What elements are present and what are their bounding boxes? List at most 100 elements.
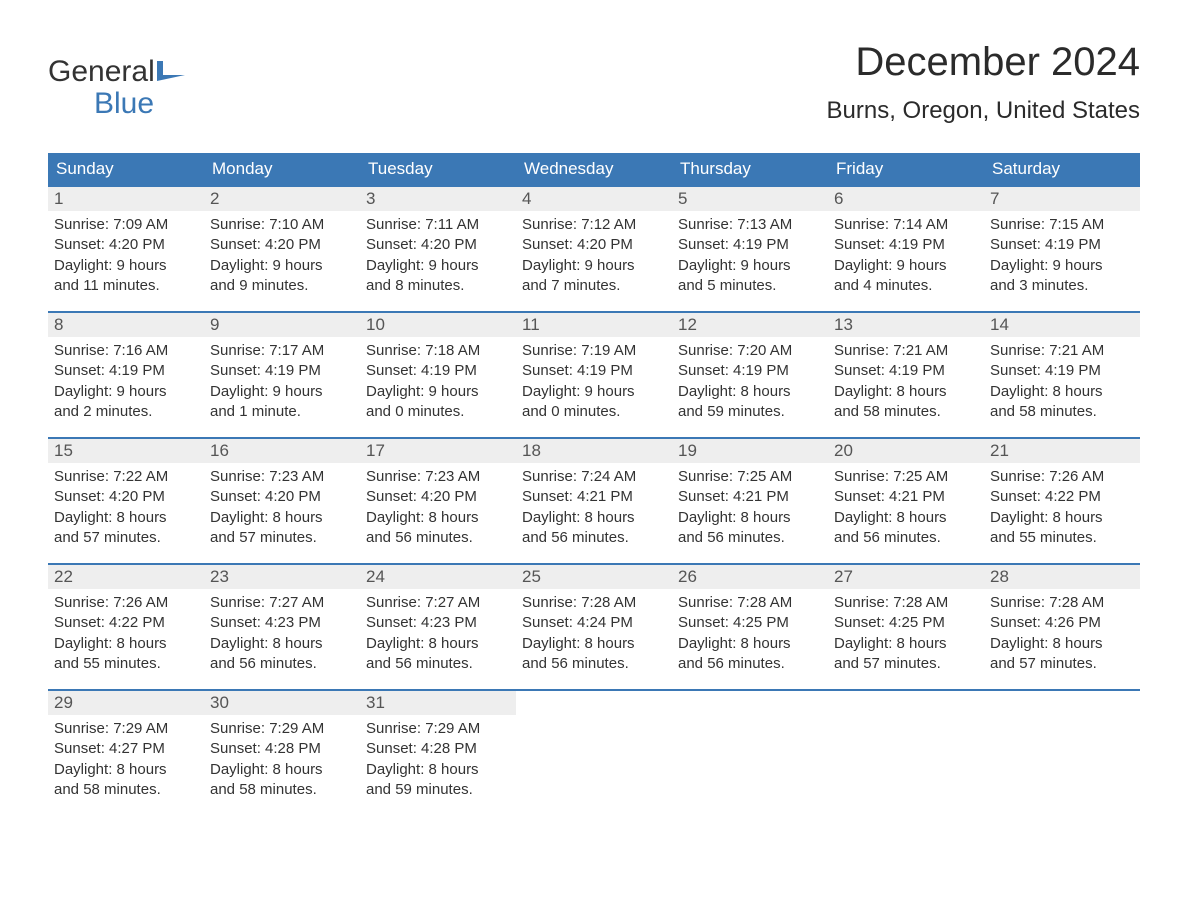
day-number: 1 xyxy=(48,187,204,211)
day-cell: 2Sunrise: 7:10 AMSunset: 4:20 PMDaylight… xyxy=(204,187,360,311)
day-d2: and 56 minutes. xyxy=(522,654,666,674)
day-sunset: Sunset: 4:20 PM xyxy=(54,235,198,255)
location-text: Burns, Oregon, United States xyxy=(827,97,1141,125)
day-number: 30 xyxy=(204,691,360,715)
day-sunrise: Sunrise: 7:09 AM xyxy=(54,215,198,235)
day-cell: 1 Sunrise: 7:09 AMSunset: 4:20 PMDaylight… xyxy=(48,187,204,311)
day-cell: 3Sunrise: 7:11 AMSunset: 4:20 PMDaylight… xyxy=(360,187,516,311)
day-sunrise: Sunrise: 7:25 AM xyxy=(834,467,978,487)
weekday-header: Thursday xyxy=(672,153,828,185)
day-d1: Daylight: 9 hours xyxy=(54,256,198,276)
day-sunrise: Sunrise: 7:27 AM xyxy=(210,593,354,613)
day-sunrise: Sunrise: 7:12 AM xyxy=(522,215,666,235)
day-number: 2 xyxy=(204,187,360,211)
day-number: 21 xyxy=(984,439,1140,463)
day-d1: Daylight: 9 hours xyxy=(522,382,666,402)
day-body: Sunrise: 7:19 AMSunset: 4:19 PMDaylight:… xyxy=(516,337,672,422)
day-d1: Daylight: 8 hours xyxy=(210,760,354,780)
day-body: Sunrise: 7:28 AMSunset: 4:26 PMDaylight:… xyxy=(984,589,1140,674)
day-body: Sunrise: 7:28 AMSunset: 4:24 PMDaylight:… xyxy=(516,589,672,674)
day-cell: 28Sunrise: 7:28 AMSunset: 4:26 PMDayligh… xyxy=(984,565,1140,689)
day-sunset: Sunset: 4:20 PM xyxy=(366,235,510,255)
day-body: Sunrise: 7:23 AMSunset: 4:20 PMDaylight:… xyxy=(360,463,516,548)
day-cell: 18Sunrise: 7:24 AMSunset: 4:21 PMDayligh… xyxy=(516,439,672,563)
day-number: 27 xyxy=(828,565,984,589)
week-row: 15Sunrise: 7:22 AMSunset: 4:20 PMDayligh… xyxy=(48,437,1140,563)
day-number: 9 xyxy=(204,313,360,337)
day-number: 20 xyxy=(828,439,984,463)
day-sunrise: Sunrise: 7:26 AM xyxy=(990,467,1134,487)
weekday-header: Friday xyxy=(828,153,984,185)
day-cell: 26Sunrise: 7:28 AMSunset: 4:25 PMDayligh… xyxy=(672,565,828,689)
day-d1: Daylight: 8 hours xyxy=(210,634,354,654)
day-sunrise: Sunrise: 7:23 AM xyxy=(210,467,354,487)
day-sunset: Sunset: 4:21 PM xyxy=(834,487,978,507)
day-cell: 12Sunrise: 7:20 AMSunset: 4:19 PMDayligh… xyxy=(672,313,828,437)
day-d2: and 11 minutes. xyxy=(54,276,198,296)
day-cell: 24Sunrise: 7:27 AMSunset: 4:23 PMDayligh… xyxy=(360,565,516,689)
calendar-body: 1Sunrise: 7:09 AMSunset: 4:20 PMDaylight… xyxy=(48,185,1140,815)
day-cell: 19Sunrise: 7:25 AMSunset: 4:21 PMDayligh… xyxy=(672,439,828,563)
day-d1: Daylight: 8 hours xyxy=(54,760,198,780)
day-d1: Daylight: 8 hours xyxy=(678,634,822,654)
day-d1: Daylight: 8 hours xyxy=(54,634,198,654)
day-cell: 7Sunrise: 7:15 AMSunset: 4:19 PMDaylight… xyxy=(984,187,1140,311)
day-body: Sunrise: 7:28 AMSunset: 4:25 PMDaylight:… xyxy=(828,589,984,674)
day-d1: Daylight: 8 hours xyxy=(990,634,1134,654)
day-sunset: Sunset: 4:26 PM xyxy=(990,613,1134,633)
day-sunrise: Sunrise: 7:24 AM xyxy=(522,467,666,487)
day-sunrise: Sunrise: 7:28 AM xyxy=(990,593,1134,613)
weekday-header: Tuesday xyxy=(360,153,516,185)
day-sunset: Sunset: 4:19 PM xyxy=(834,361,978,381)
day-sunset: Sunset: 4:19 PM xyxy=(990,361,1134,381)
day-sunset: Sunset: 4:20 PM xyxy=(522,235,666,255)
day-d2: and 56 minutes. xyxy=(366,528,510,548)
weekday-header: Monday xyxy=(204,153,360,185)
day-sunset: Sunset: 4:19 PM xyxy=(522,361,666,381)
day-body: Sunrise: 7:23 AMSunset: 4:20 PMDaylight:… xyxy=(204,463,360,548)
day-d2: and 57 minutes. xyxy=(210,528,354,548)
day-number: 6 xyxy=(828,187,984,211)
day-body: Sunrise: 7:25 AMSunset: 4:21 PMDaylight:… xyxy=(828,463,984,548)
day-cell: 4Sunrise: 7:12 AMSunset: 4:20 PMDaylight… xyxy=(516,187,672,311)
day-sunrise: Sunrise: 7:28 AM xyxy=(834,593,978,613)
day-d1: Daylight: 9 hours xyxy=(210,256,354,276)
day-d2: and 58 minutes. xyxy=(834,402,978,422)
day-sunrise: Sunrise: 7:10 AM xyxy=(210,215,354,235)
day-sunrise: Sunrise: 7:21 AM xyxy=(990,341,1134,361)
day-d1: Daylight: 8 hours xyxy=(522,634,666,654)
day-number: 8 xyxy=(48,313,204,337)
day-number: 11 xyxy=(516,313,672,337)
day-cell: 6Sunrise: 7:14 AMSunset: 4:19 PMDaylight… xyxy=(828,187,984,311)
day-d2: and 57 minutes. xyxy=(54,528,198,548)
day-sunrise: Sunrise: 7:22 AM xyxy=(54,467,198,487)
day-d2: and 0 minutes. xyxy=(522,402,666,422)
day-cell: 31Sunrise: 7:29 AMSunset: 4:28 PMDayligh… xyxy=(360,691,516,815)
day-d2: and 5 minutes. xyxy=(678,276,822,296)
day-cell: 21Sunrise: 7:26 AMSunset: 4:22 PMDayligh… xyxy=(984,439,1140,563)
day-number: 12 xyxy=(672,313,828,337)
day-cell: 13Sunrise: 7:21 AMSunset: 4:19 PMDayligh… xyxy=(828,313,984,437)
day-body: Sunrise: 7:29 AMSunset: 4:27 PMDaylight:… xyxy=(48,715,204,800)
day-number: 16 xyxy=(204,439,360,463)
day-d1: Daylight: 8 hours xyxy=(366,634,510,654)
day-body: Sunrise: 7:22 AMSunset: 4:20 PMDaylight:… xyxy=(48,463,204,548)
day-d1: Daylight: 8 hours xyxy=(834,382,978,402)
day-cell xyxy=(828,691,984,815)
day-d2: and 55 minutes. xyxy=(54,654,198,674)
day-sunset: Sunset: 4:28 PM xyxy=(366,739,510,759)
day-number: 23 xyxy=(204,565,360,589)
day-d2: and 56 minutes. xyxy=(678,528,822,548)
day-number: 4 xyxy=(516,187,672,211)
day-number: 22 xyxy=(48,565,204,589)
flag-icon xyxy=(157,56,185,88)
day-cell: 27Sunrise: 7:28 AMSunset: 4:25 PMDayligh… xyxy=(828,565,984,689)
day-d1: Daylight: 9 hours xyxy=(54,382,198,402)
day-sunset: Sunset: 4:19 PM xyxy=(210,361,354,381)
day-d1: Daylight: 8 hours xyxy=(210,508,354,528)
day-sunset: Sunset: 4:20 PM xyxy=(366,487,510,507)
day-d1: Daylight: 8 hours xyxy=(990,382,1134,402)
day-number: 10 xyxy=(360,313,516,337)
day-cell: 17Sunrise: 7:23 AMSunset: 4:20 PMDayligh… xyxy=(360,439,516,563)
day-sunrise: Sunrise: 7:19 AM xyxy=(522,341,666,361)
